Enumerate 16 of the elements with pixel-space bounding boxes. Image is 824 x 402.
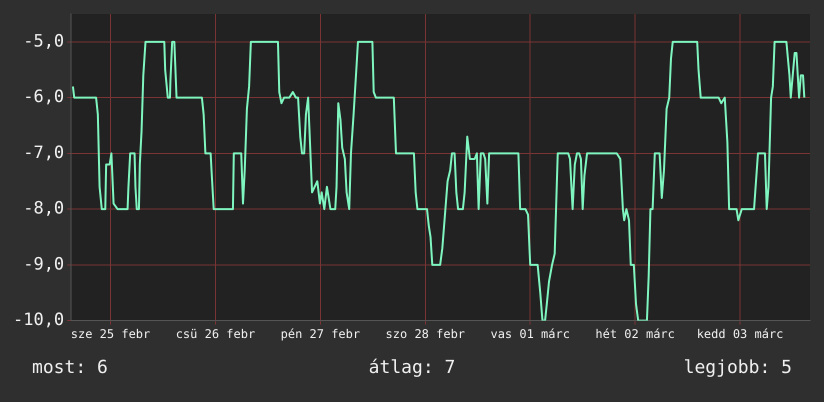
y-tick-label: -10,0 [12, 310, 64, 330]
x-tick-label: vas 01 márc [490, 326, 570, 341]
y-tick-label: -9,0 [23, 254, 64, 274]
y-tick-label: -8,0 [23, 198, 64, 219]
x-tick-label: hét 02 márc [595, 326, 675, 341]
y-tick-label: -7,0 [23, 142, 64, 163]
text: legjobb: 5 [682, 357, 792, 378]
text: átlag: 7 [368, 357, 456, 378]
y-tick-label: -6,0 [23, 87, 64, 108]
x-tick-label: pén 27 febr [280, 326, 360, 341]
y-tick-label: -5,0 [23, 31, 64, 52]
x-tick-label: csü 26 febr [176, 326, 256, 341]
x-tick-label: kedd 03 márc [696, 326, 784, 341]
x-tick-label: sze 25 febr [70, 326, 150, 341]
text: most: 6 [32, 357, 109, 378]
x-tick-label: szo 28 febr [386, 326, 466, 341]
